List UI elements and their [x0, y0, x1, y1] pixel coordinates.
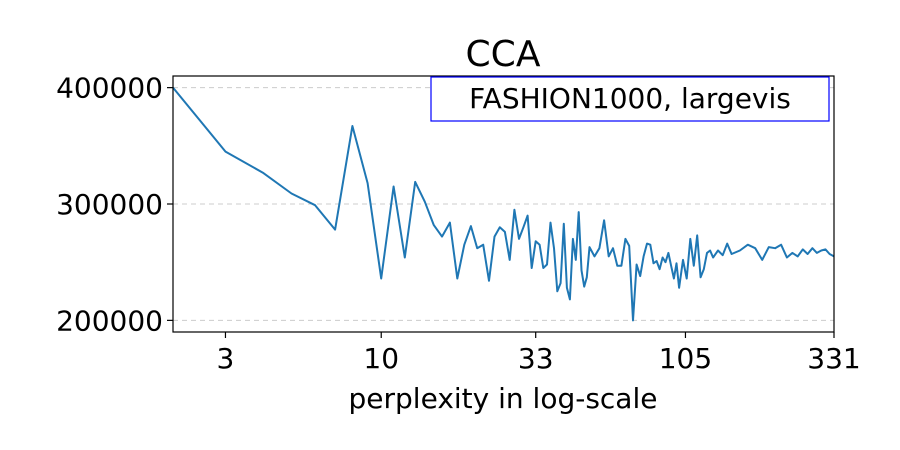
x-tick-label: 10 [363, 342, 399, 375]
y-tick-label: 200000 [56, 304, 163, 337]
y-axis: 200000 300000 400000 [56, 72, 173, 337]
y-tick-label: 400000 [56, 72, 163, 105]
x-axis-label: perplexity in log-scale [349, 382, 658, 415]
annotation-box-border [430, 76, 830, 122]
x-axis: 3 10 33 105 331 [217, 332, 861, 375]
series-group [172, 86, 835, 322]
y-tick-label: 300000 [56, 188, 163, 221]
annotation-box: FASHION1000, largevis [430, 76, 830, 122]
chart-title: CCA [466, 34, 541, 75]
grid [173, 87, 834, 321]
x-tick-label: 105 [659, 342, 712, 375]
x-tick-label: 3 [217, 342, 235, 375]
x-tick-label: 33 [518, 342, 554, 375]
x-tick-label: 331 [807, 342, 860, 375]
series-line [172, 86, 835, 322]
annotation-text: FASHION1000, largevis [469, 82, 791, 115]
